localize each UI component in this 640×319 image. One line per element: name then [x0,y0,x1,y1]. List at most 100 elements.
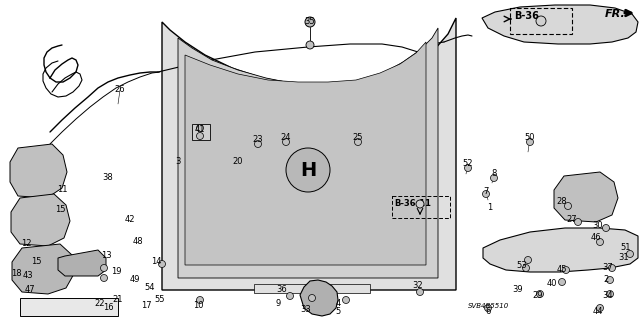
Text: 29: 29 [532,292,543,300]
Text: 54: 54 [145,284,156,293]
Circle shape [527,138,534,145]
Text: 18: 18 [11,270,21,278]
Text: 41: 41 [195,125,205,135]
Text: 38: 38 [102,174,113,182]
Circle shape [159,261,166,268]
Circle shape [416,200,424,208]
Text: 15: 15 [55,205,65,214]
Circle shape [607,291,614,298]
Circle shape [575,219,582,226]
Circle shape [596,239,604,246]
Circle shape [342,296,349,303]
Polygon shape [162,18,456,290]
Text: 13: 13 [100,251,111,261]
Polygon shape [254,284,370,293]
Circle shape [282,138,289,145]
Polygon shape [11,194,70,246]
Polygon shape [20,298,118,316]
Text: 47: 47 [25,286,35,294]
Circle shape [522,264,529,271]
Text: 37: 37 [603,263,613,272]
Text: 53: 53 [516,262,527,271]
Circle shape [627,250,634,257]
Text: 48: 48 [132,238,143,247]
Circle shape [100,275,108,281]
Text: 45: 45 [557,265,567,275]
Circle shape [609,264,616,271]
Text: 52: 52 [463,160,473,168]
Polygon shape [58,250,106,276]
Circle shape [196,132,204,139]
Text: 21: 21 [113,295,124,305]
Text: 55: 55 [155,295,165,305]
Text: 9: 9 [275,300,280,308]
Text: 42: 42 [125,216,135,225]
Polygon shape [483,228,638,272]
Text: 51: 51 [621,243,631,253]
Text: 30: 30 [593,221,604,231]
Text: 24: 24 [281,133,291,143]
Circle shape [564,203,572,210]
Text: 2: 2 [604,276,609,285]
Circle shape [287,293,294,300]
Circle shape [196,296,204,303]
Circle shape [602,225,609,232]
Text: 28: 28 [557,197,567,206]
Circle shape [563,266,570,273]
Text: 4: 4 [335,300,340,308]
Text: 43: 43 [22,271,33,280]
Polygon shape [185,42,426,265]
Circle shape [536,16,546,26]
Text: 25: 25 [353,133,364,143]
Polygon shape [178,28,438,278]
Text: B-36-11: B-36-11 [394,199,431,209]
Text: 3: 3 [175,158,180,167]
Text: 7: 7 [483,188,489,197]
Polygon shape [192,124,210,140]
Text: 49: 49 [130,276,140,285]
Text: 39: 39 [513,286,524,294]
Text: 17: 17 [141,301,151,310]
Circle shape [536,291,543,298]
Circle shape [607,277,614,284]
Text: 11: 11 [57,186,67,195]
Polygon shape [12,244,75,294]
Text: 27: 27 [566,216,577,225]
Text: 6: 6 [485,308,491,316]
Circle shape [355,138,362,145]
Text: 46: 46 [591,234,602,242]
Text: 5: 5 [335,308,340,316]
Circle shape [196,124,204,131]
Text: 33: 33 [301,306,312,315]
Circle shape [490,174,497,182]
Text: 10: 10 [193,301,204,310]
Text: SVB4B5510: SVB4B5510 [468,303,509,309]
Text: 23: 23 [253,136,263,145]
Text: 50: 50 [525,133,535,143]
Polygon shape [300,280,338,316]
Text: 8: 8 [492,169,497,179]
Text: 14: 14 [151,257,161,266]
Text: 1: 1 [488,204,493,212]
Text: 20: 20 [233,158,243,167]
Circle shape [305,17,315,27]
Text: 40: 40 [547,279,557,288]
Circle shape [306,41,314,49]
Text: 34: 34 [603,292,613,300]
Circle shape [417,288,424,295]
Circle shape [286,148,330,192]
Text: 22: 22 [95,300,105,308]
Text: 44: 44 [593,308,604,316]
Circle shape [308,294,316,301]
Text: 12: 12 [20,240,31,249]
Circle shape [483,190,490,197]
Circle shape [596,305,604,311]
Circle shape [525,256,531,263]
Circle shape [465,165,472,172]
Polygon shape [482,5,638,44]
Circle shape [255,140,262,147]
Text: 19: 19 [111,268,121,277]
Circle shape [100,264,108,271]
Text: 15: 15 [31,257,41,266]
Text: 36: 36 [276,286,287,294]
